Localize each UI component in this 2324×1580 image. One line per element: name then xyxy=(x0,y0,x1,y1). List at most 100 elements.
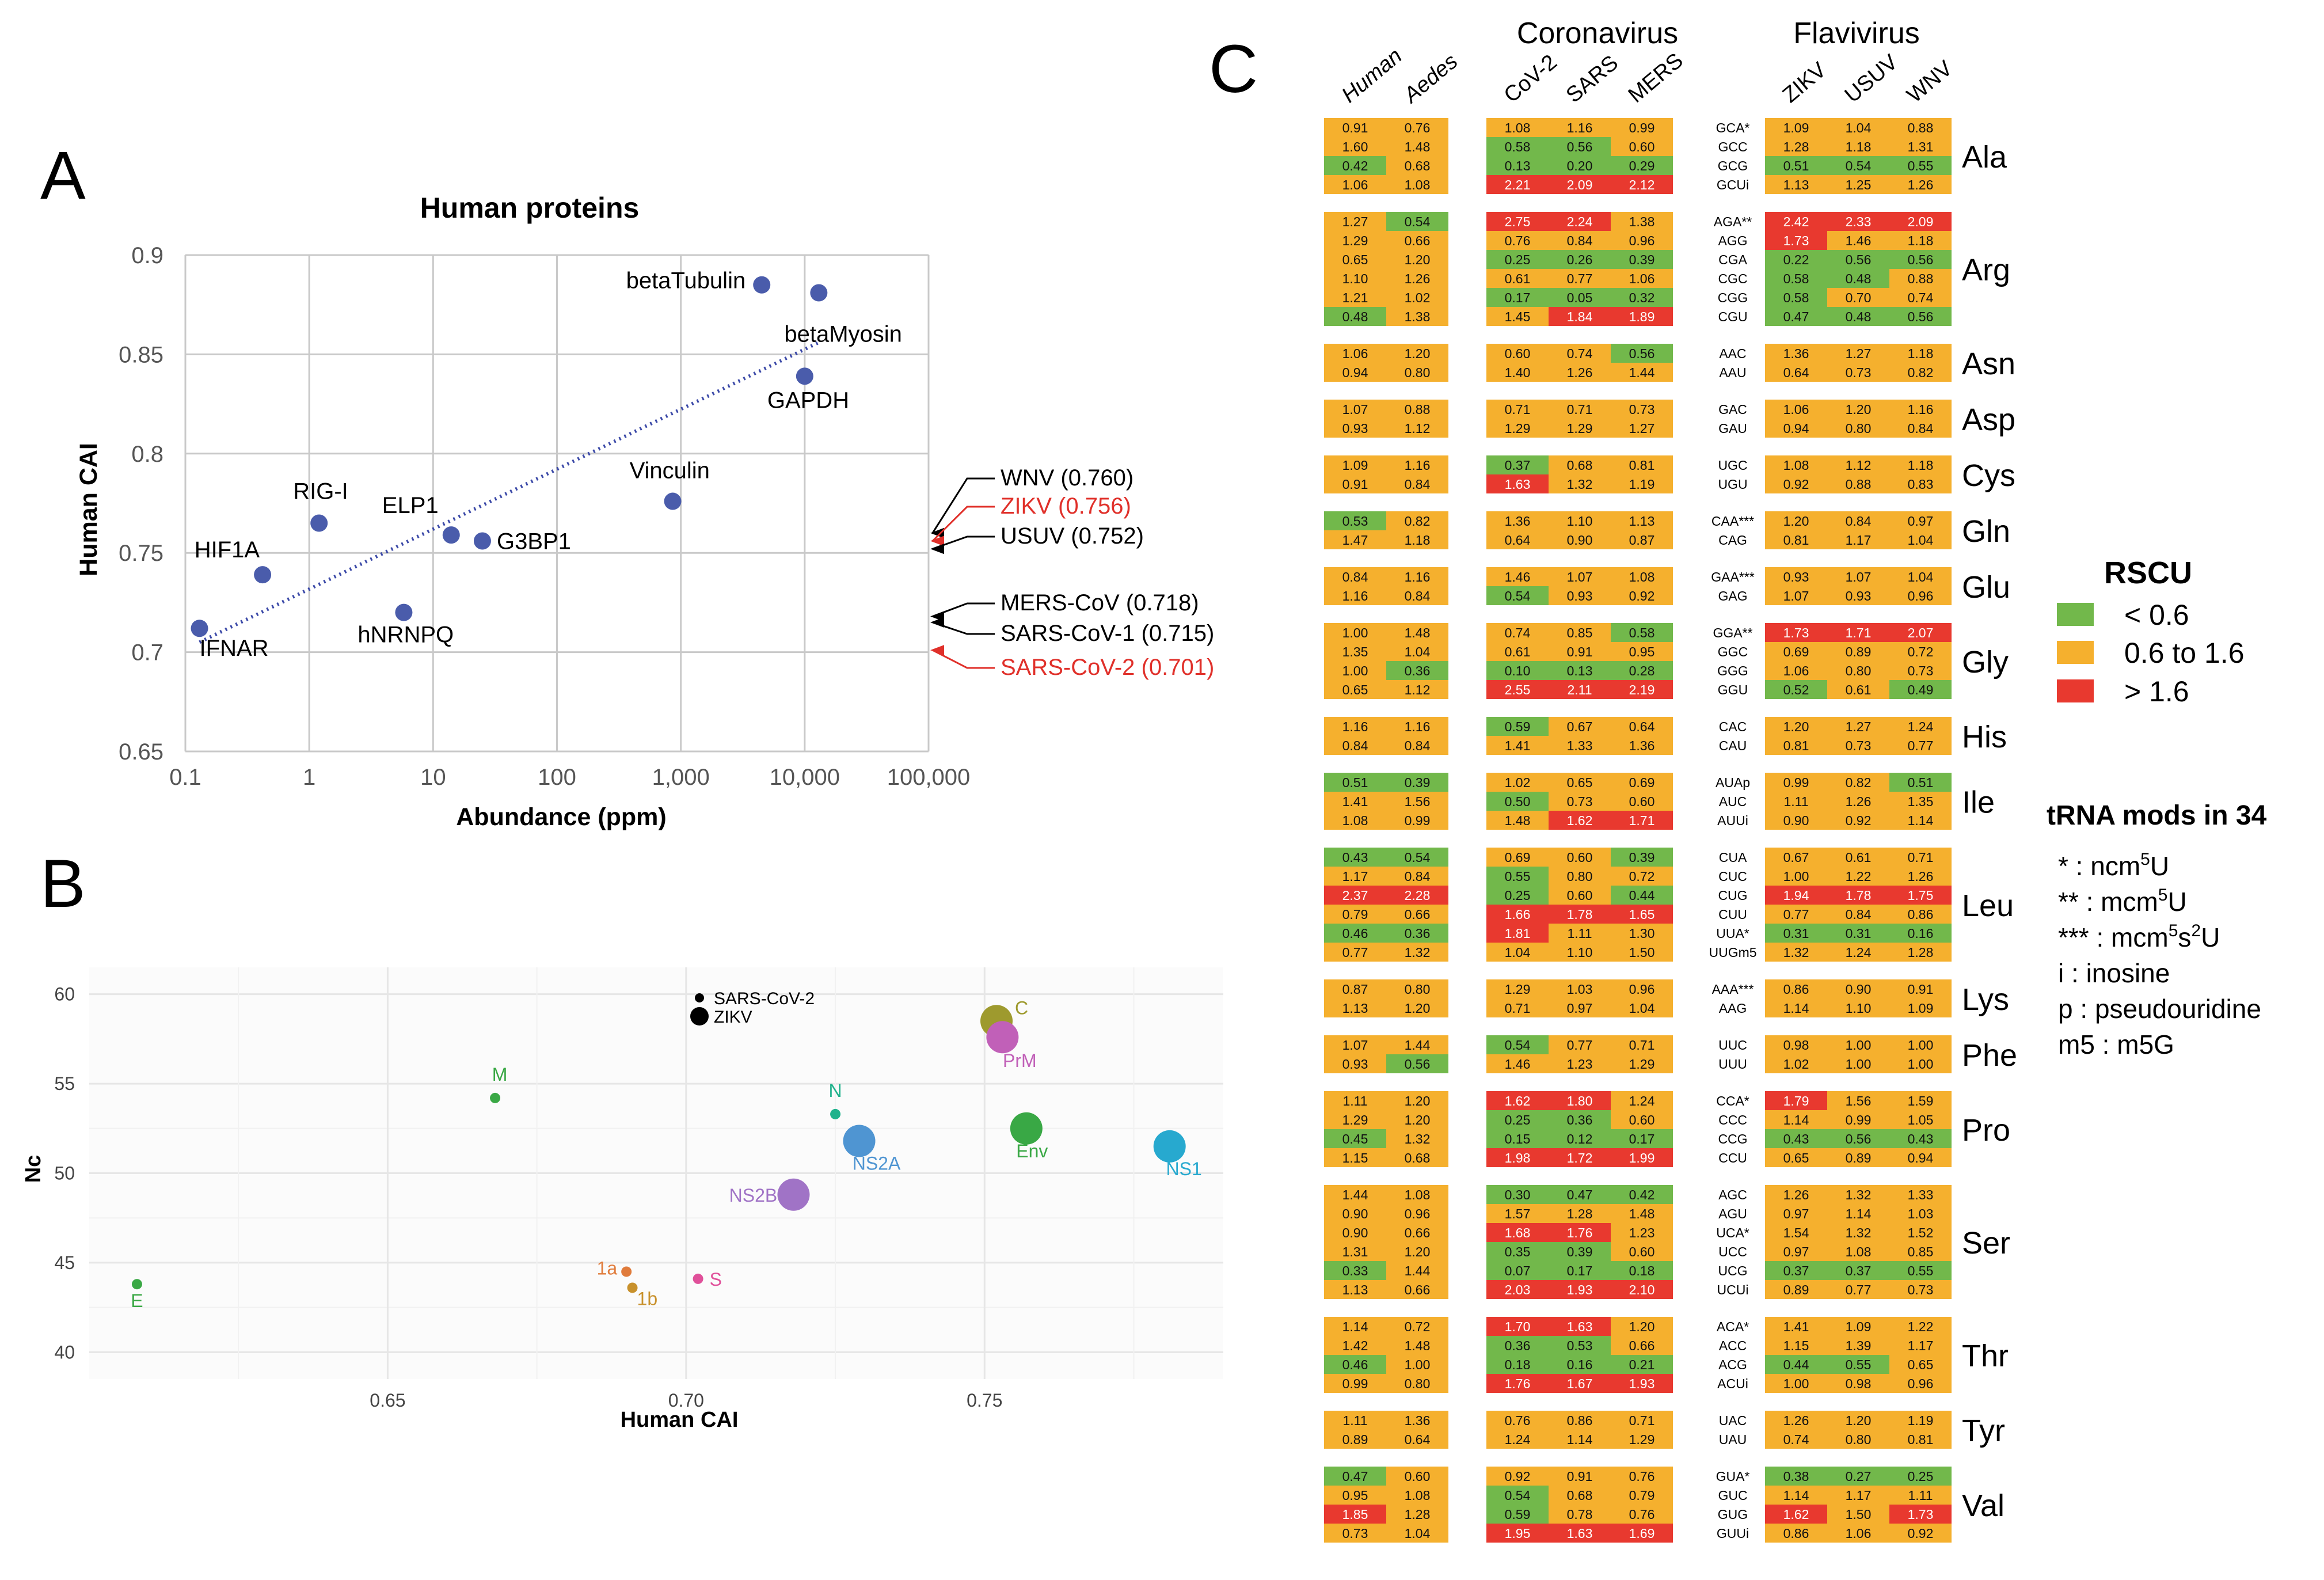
b-y-tick-label: 45 xyxy=(54,1252,75,1273)
heat-cell xyxy=(1324,567,1386,586)
heat-value: 0.54 xyxy=(1846,158,1872,173)
heat-value: 0.80 xyxy=(1567,869,1593,884)
heat-cell xyxy=(1486,511,1549,530)
heat-value: 1.29 xyxy=(1505,421,1531,436)
codon-label-guc: GUC xyxy=(1718,1488,1747,1503)
heat-value: 1.31 xyxy=(1908,139,1934,154)
heat-cell xyxy=(1549,1430,1611,1449)
heat-value: 1.09 xyxy=(1846,1319,1872,1334)
b-point-ns2a xyxy=(843,1125,876,1157)
heat-cell xyxy=(1889,231,1952,250)
heat-cell xyxy=(1486,1148,1549,1167)
codon-label-ccg: CCG xyxy=(1718,1131,1747,1146)
heat-cell xyxy=(1549,363,1611,382)
heat-cell xyxy=(1386,905,1448,924)
heat-cell xyxy=(1549,586,1611,605)
heat-cell xyxy=(1889,1467,1952,1486)
heat-cell xyxy=(1827,1374,1889,1393)
heat-cell xyxy=(1827,1430,1889,1449)
heat-value: 1.80 xyxy=(1567,1093,1593,1108)
heat-value: 0.71 xyxy=(1908,850,1934,865)
heat-cell xyxy=(1324,1336,1386,1355)
heat-cell xyxy=(1549,1486,1611,1505)
panel-label-c: C xyxy=(1209,31,1258,107)
heat-cell xyxy=(1324,288,1386,307)
heat-cell xyxy=(1324,1054,1386,1073)
rscu-legend-title: RSCU xyxy=(2104,556,2192,590)
heat-value: 0.91 xyxy=(1567,1469,1593,1484)
codon-label-gag: GAG xyxy=(1718,588,1747,603)
heat-cell xyxy=(1486,998,1549,1017)
heat-cell xyxy=(1549,998,1611,1017)
heat-value: 1.09 xyxy=(1908,1001,1934,1016)
heat-cell xyxy=(1386,586,1448,605)
heat-cell xyxy=(1486,1505,1549,1524)
heat-value: 1.16 xyxy=(1342,588,1368,603)
heat-value: 0.66 xyxy=(1629,1338,1655,1353)
trna-mod-mcm5u: ** : mcm5U xyxy=(2058,886,2187,917)
heat-value: 0.86 xyxy=(1908,907,1934,922)
heat-cell xyxy=(1486,175,1549,194)
heat-value: 1.24 xyxy=(1908,719,1934,734)
heat-value: 0.66 xyxy=(1405,907,1431,922)
a-point-gapdh xyxy=(796,367,813,385)
heat-cell xyxy=(1324,269,1386,288)
column-header-cov-2: CoV-2 xyxy=(1500,50,1562,108)
heat-value: 1.52 xyxy=(1908,1225,1934,1240)
heat-cell xyxy=(1486,1317,1549,1336)
b-point-1a xyxy=(621,1266,632,1277)
b-point-label-c: C xyxy=(1015,997,1028,1018)
heat-cell xyxy=(1324,811,1386,830)
heat-value: 0.74 xyxy=(1567,346,1593,361)
heat-cell xyxy=(1611,1204,1673,1223)
heat-value: 0.60 xyxy=(1567,850,1593,865)
amino-acid-label-gly: Gly xyxy=(1962,645,2009,679)
heat-cell xyxy=(1765,867,1827,886)
heat-value: 0.94 xyxy=(1342,365,1368,380)
heat-cell xyxy=(1889,586,1952,605)
heat-value: 0.99 xyxy=(1342,1376,1368,1391)
heat-value: 0.65 xyxy=(1342,682,1368,697)
heat-value: 0.67 xyxy=(1783,850,1809,865)
heat-cell xyxy=(1549,1185,1611,1204)
heat-value: 0.65 xyxy=(1567,775,1593,790)
heat-cell xyxy=(1889,1204,1952,1223)
heat-cell xyxy=(1827,924,1889,943)
heat-value: 1.63 xyxy=(1567,1319,1593,1334)
heat-cell xyxy=(1827,1505,1889,1524)
heat-value: 1.20 xyxy=(1405,1244,1431,1259)
heat-value: 0.92 xyxy=(1908,1526,1934,1541)
heat-value: 0.54 xyxy=(1505,588,1531,603)
heat-cell xyxy=(1827,1223,1889,1242)
heat-cell xyxy=(1486,1054,1549,1073)
a-y-tick-label: 0.65 xyxy=(119,739,163,765)
codon-label-gga: GGA** xyxy=(1713,625,1752,640)
heat-cell xyxy=(1386,1148,1448,1167)
heat-cell xyxy=(1889,1280,1952,1299)
heat-value: 0.78 xyxy=(1567,1507,1593,1522)
heat-cell xyxy=(1324,1505,1386,1524)
heat-cell xyxy=(1324,1374,1386,1393)
heat-cell xyxy=(1549,1091,1611,1110)
heat-value: 1.36 xyxy=(1783,346,1809,361)
heat-value: 0.64 xyxy=(1783,365,1809,380)
heat-value: 0.72 xyxy=(1908,644,1934,659)
heat-cell xyxy=(1827,474,1889,493)
panel-b-y-ticks: 60 55 50 45 40 xyxy=(54,984,75,1363)
heat-cell xyxy=(1889,567,1952,586)
amino-acid-label-asp: Asp xyxy=(1962,402,2015,437)
a-point-ifnar xyxy=(191,620,208,637)
heat-cell xyxy=(1611,680,1673,699)
heat-value: 0.48 xyxy=(1846,271,1872,286)
heat-cell xyxy=(1889,905,1952,924)
heat-value: 0.91 xyxy=(1908,982,1934,997)
heat-value: 0.26 xyxy=(1567,252,1593,267)
heat-cell xyxy=(1889,886,1952,905)
heat-value: 1.76 xyxy=(1567,1225,1593,1240)
heat-cell xyxy=(1827,1355,1889,1374)
heat-cell xyxy=(1827,344,1889,363)
heat-value: 1.20 xyxy=(1629,1319,1655,1334)
heat-cell xyxy=(1889,1505,1952,1524)
amino-acid-label-gln: Gln xyxy=(1962,514,2010,549)
codon-label-cau: CAU xyxy=(1719,738,1747,753)
